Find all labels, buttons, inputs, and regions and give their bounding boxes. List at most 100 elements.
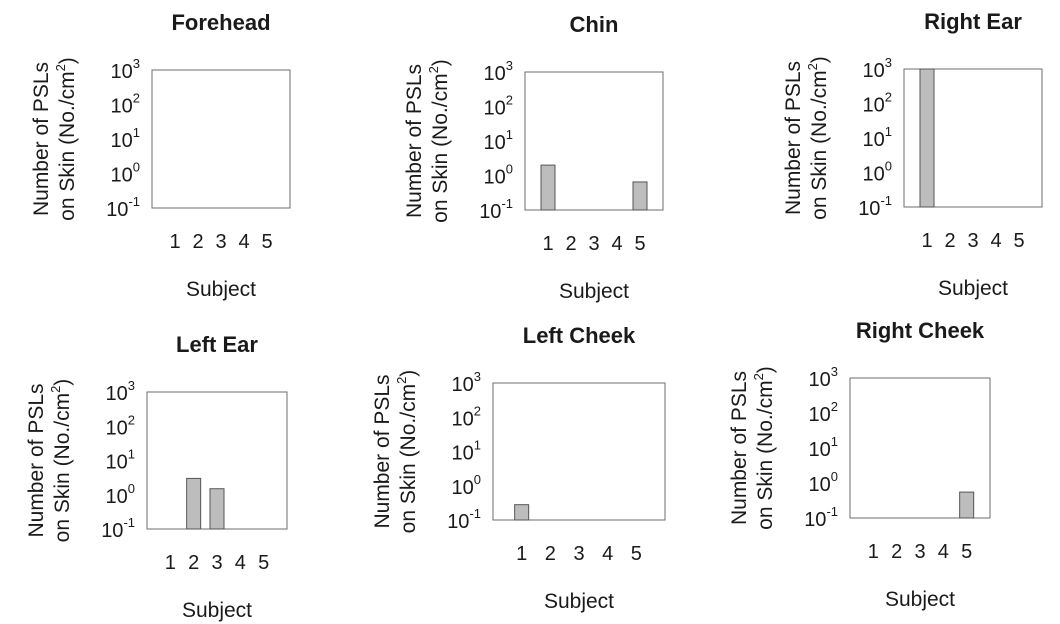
plot-frame <box>151 69 291 209</box>
y-tick-label: 101 <box>484 127 513 154</box>
chart-title: Right Cheek <box>856 318 985 343</box>
x-axis-label: Subject <box>544 590 614 613</box>
x-tick-label: 2 <box>891 541 902 563</box>
x-tick-label: 4 <box>238 231 249 253</box>
y-tick-label: 100 <box>863 159 892 186</box>
y-tick-label: 100 <box>452 472 481 499</box>
y-axis-label: Number of PSLs on Skin (No./cm2) <box>25 379 74 543</box>
y-tick-label: 100 <box>484 162 513 189</box>
chart-svg: Forehead Number of PSLs on Skin (No./cm2) 1… <box>30 10 291 301</box>
x-tick-label: 4 <box>611 233 622 255</box>
x-tick-label: 2 <box>545 543 556 565</box>
y-tick-label: 103 <box>484 58 513 85</box>
bar <box>209 488 225 530</box>
x-tick-label: 3 <box>573 543 584 565</box>
x-tick-label: 3 <box>914 541 925 563</box>
chart-title: Forehead <box>171 10 270 35</box>
y-axis-label: Number of PSLs on Skin (No./cm2) <box>371 370 420 534</box>
x-tick-label: 4 <box>938 541 949 563</box>
chart-svg: Chin Number of PSLs on Skin (No./cm2) 103 10… <box>403 12 664 303</box>
y-tick-label: 103 <box>452 369 481 396</box>
y-tick-label: 103 <box>106 378 135 405</box>
x-tick-label: 5 <box>258 552 269 574</box>
y-tick-label: 10-1 <box>447 506 481 533</box>
y-axis-label: Number of PSLs on Skin (No./cm2) <box>403 59 452 223</box>
x-tick-label: 4 <box>235 552 246 574</box>
y-axis-label: Number of PSLs on Skin (No./cm2) <box>30 57 79 221</box>
x-tick-label: 1 <box>921 230 932 252</box>
y-tick-label: 102 <box>484 93 513 120</box>
x-tick-label: 1 <box>169 231 180 253</box>
y-tick-label: 101 <box>809 434 838 461</box>
y-tick-label: 10-1 <box>479 196 513 223</box>
y-tick-label: 102 <box>452 403 481 430</box>
x-tick-label: 4 <box>990 230 1001 252</box>
x-tick-label: 5 <box>961 541 972 563</box>
x-axis-label: Subject <box>938 277 1008 300</box>
y-tick-label: 102 <box>809 399 838 426</box>
plot-frame <box>492 382 666 521</box>
y-tick-label: 102 <box>106 412 135 439</box>
x-tick-label: 1 <box>165 552 176 574</box>
y-tick-label: 101 <box>452 438 481 465</box>
bar <box>540 164 556 211</box>
x-axis-label: Subject <box>885 588 955 611</box>
y-tick-label: 100 <box>111 160 140 187</box>
chart-svg: Right Cheek Number of PSLs on Skin (No./cm… <box>728 318 991 611</box>
chart-title: Right Ear <box>924 9 1022 34</box>
x-tick-label: 5 <box>631 543 642 565</box>
y-tick-label: 102 <box>111 91 140 118</box>
plot-frame <box>849 377 991 519</box>
x-tick-label: 1 <box>516 543 527 565</box>
plot-frame <box>524 71 664 211</box>
x-axis-label: Subject <box>186 278 256 301</box>
x-tick-label: 2 <box>944 230 955 252</box>
bar <box>959 491 975 519</box>
x-tick-label: 2 <box>188 552 199 574</box>
x-tick-label: 5 <box>261 231 272 253</box>
y-tick-label: 10-1 <box>804 504 838 531</box>
y-tick-label: 10-1 <box>101 515 135 542</box>
y-tick-label: 101 <box>863 124 892 151</box>
x-axis-label: Subject <box>559 280 629 303</box>
y-axis-label: Number of PSLs on Skin (No./cm2) <box>782 56 831 220</box>
y-tick-label: 103 <box>809 364 838 391</box>
chart-title: Left Cheek <box>523 323 636 348</box>
x-tick-label: 2 <box>565 233 576 255</box>
chart-svg: Left Ear Number of PSLs on Skin (No./cm2) 1… <box>25 332 288 622</box>
x-tick-label: 1 <box>542 233 553 255</box>
y-tick-label: 103 <box>863 55 892 82</box>
bar <box>514 504 530 521</box>
x-tick-label: 5 <box>634 233 645 255</box>
chart-title: Left Ear <box>176 332 258 357</box>
chart-svg: Right Ear Number of PSLs on Skin (No./cm2)… <box>782 9 1043 300</box>
chart-panel: Right Cheek Number of PSLs on Skin (No./cm… <box>706 312 1059 624</box>
x-tick-label: 3 <box>967 230 978 252</box>
y-tick-label: 10-1 <box>106 194 140 221</box>
x-tick-label: 4 <box>602 543 613 565</box>
y-tick-label: 10-1 <box>858 193 892 220</box>
bar <box>632 181 648 211</box>
y-tick-label: 102 <box>863 90 892 117</box>
chart-panel: Right Ear Number of PSLs on Skin (No./cm2)… <box>706 0 1059 312</box>
x-tick-label: 1 <box>868 541 879 563</box>
y-tick-label: 101 <box>106 447 135 474</box>
x-tick-label: 2 <box>192 231 203 253</box>
x-tick-label: 3 <box>588 233 599 255</box>
chart-title: Chin <box>570 12 619 37</box>
y-tick-label: 101 <box>111 125 140 152</box>
x-tick-label: 3 <box>211 552 222 574</box>
chart-panel: Left Ear Number of PSLs on Skin (No./cm2) 1… <box>0 312 353 624</box>
chart-panel: Left Cheek Number of PSLs on Skin (No./cm2… <box>353 312 706 624</box>
y-tick-label: 100 <box>106 481 135 508</box>
plot-frame <box>903 68 1043 208</box>
chart-panel: Forehead Number of PSLs on Skin (No./cm2) 1… <box>0 0 353 312</box>
y-tick-label: 103 <box>111 56 140 83</box>
bar <box>919 68 935 208</box>
x-tick-label: 5 <box>1013 230 1024 252</box>
x-tick-label: 3 <box>215 231 226 253</box>
bar <box>186 477 202 530</box>
y-axis-label: Number of PSLs on Skin (No./cm2) <box>728 366 777 530</box>
chart-svg: Left Cheek Number of PSLs on Skin (No./cm2… <box>371 323 666 613</box>
y-tick-label: 100 <box>809 469 838 496</box>
